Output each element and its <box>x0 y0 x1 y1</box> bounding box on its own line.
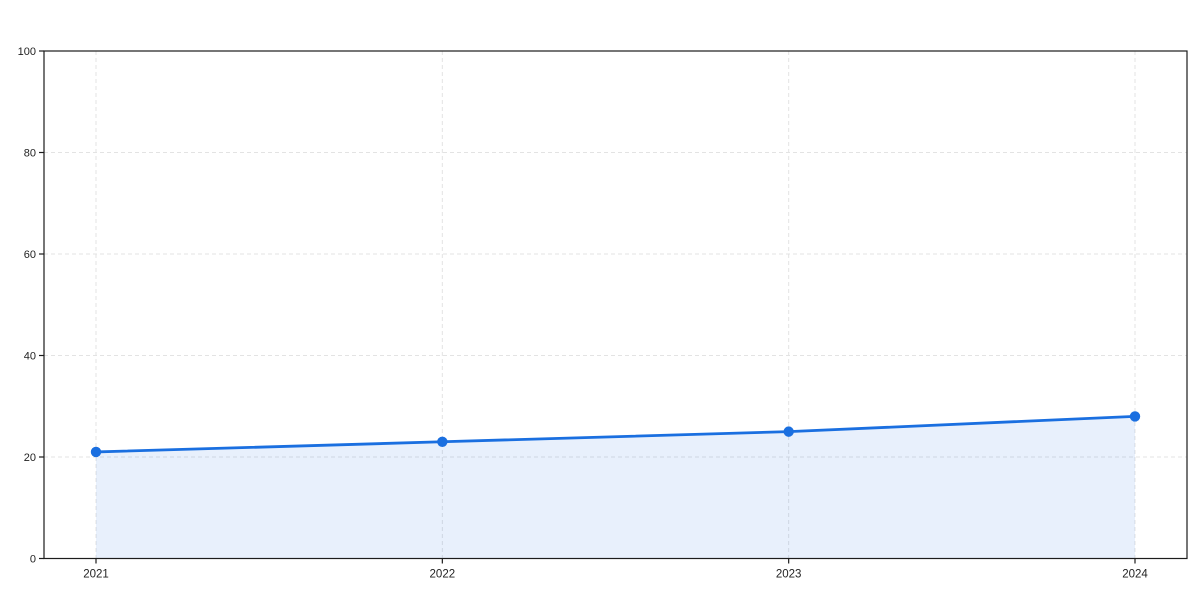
plot-frame <box>43 50 1188 560</box>
area-fill <box>96 416 1135 559</box>
data-points <box>90 411 1141 458</box>
y-tick-label: 100 <box>18 46 36 58</box>
data-point <box>437 436 448 447</box>
y-tick-label: 40 <box>24 350 36 362</box>
x-tick-label: 2023 <box>776 569 802 581</box>
y-tick-label: 60 <box>24 249 36 261</box>
x-tick-label: 2024 <box>1122 569 1148 581</box>
x-tick-label: 2022 <box>430 569 456 581</box>
x-tick-label: 2021 <box>83 569 109 581</box>
data-point <box>90 446 102 458</box>
data-point <box>783 426 794 437</box>
data-point <box>1129 411 1141 422</box>
y-tick-label: 0 <box>30 553 36 565</box>
x-axis: 2021 2022 2023 2024 <box>83 558 1148 581</box>
y-tick-label: 20 <box>24 452 36 464</box>
y-axis: 0 20 40 60 80 100 <box>18 46 44 565</box>
trend-line <box>94 414 1137 454</box>
y-tick-label: 80 <box>24 147 36 159</box>
